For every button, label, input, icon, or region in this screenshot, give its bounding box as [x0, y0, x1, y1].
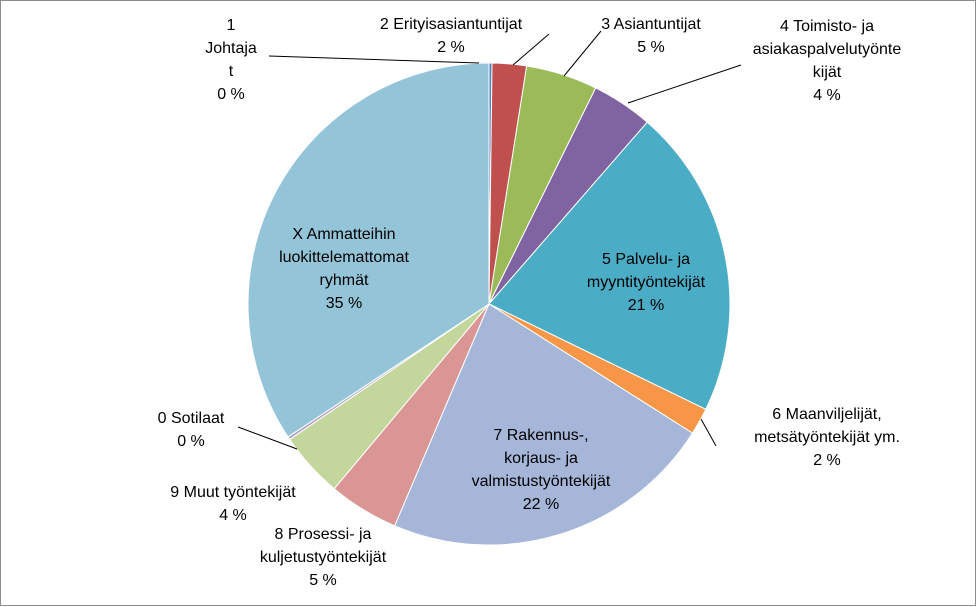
data-label-line: 6 Maanviljelijät, [772, 406, 881, 423]
data-label-s3: 3 Asiantuntijat 5 % [601, 16, 701, 56]
data-label-line: 5 % [309, 572, 337, 589]
pie-slices [247, 62, 731, 546]
data-label-line: 9 Muut työntekijät [170, 484, 296, 501]
data-label-line: 2 % [813, 452, 841, 469]
data-label-s0: 0 Sotilaat 0 % [158, 410, 225, 450]
data-label-line: myyntityöntekijät [587, 274, 706, 291]
data-label-line: 7 Rakennus-, [493, 427, 588, 444]
data-label-line: 4 % [813, 87, 841, 104]
leader-line-s0 [237, 426, 298, 450]
data-label-s7: 7 Rakennus-, korjaus- ja valmistustyönteki… [472, 427, 611, 513]
data-label-line: valmistustyöntekijät [472, 473, 611, 490]
data-label-s5: 5 Palvelu- ja myyntityöntekijät 21 % [587, 251, 706, 314]
data-label-line: 3 Asiantuntijat [601, 16, 701, 33]
data-label-line: ryhmät [320, 272, 369, 289]
data-label-line: metsätyöntekijät ym. [754, 429, 900, 446]
data-label-line: 0 Sotilaat [158, 410, 225, 427]
data-label-line: kijät [813, 64, 842, 81]
data-label-line: 0 % [217, 86, 245, 103]
data-label-line: Johtaja [205, 40, 257, 57]
data-label-line: X Ammatteihin [292, 226, 395, 243]
data-label-line: 4 % [219, 507, 247, 524]
data-labels: 1 Johtaja t 0 % 2 Erityisasiantuntijat 2 % 3 A… [158, 16, 902, 589]
data-label-line: 2 Erityisasiantuntijat [380, 16, 523, 33]
leader-line-s4 [627, 64, 742, 104]
data-label-line: asiakaspalvelutyönte [753, 41, 902, 58]
pie-slice-s7 [394, 303, 694, 546]
data-label-line: luokittelemattomat [279, 249, 409, 266]
leader-line-s1 [268, 55, 480, 64]
data-label-s1: 1 Johtaja t 0 % [205, 17, 257, 103]
data-label-line: 2 % [437, 39, 465, 56]
data-label-line: 8 Prosessi- ja [275, 526, 372, 543]
data-label-line: t [229, 63, 234, 80]
data-label-s2: 2 Erityisasiantuntijat 2 % [380, 16, 523, 56]
leader-line-s3 [563, 30, 602, 77]
data-label-s8: 8 Prosessi- ja kuljetustyöntekijät 5 % [260, 526, 387, 589]
leader-lines [237, 30, 742, 450]
leader-line-s6 [700, 418, 717, 447]
data-label-line: kuljetustyöntekijät [260, 549, 387, 566]
data-label-line: 1 [227, 17, 236, 34]
data-label-s6: 6 Maanviljelijät, metsätyöntekijät ym. 2 % [754, 406, 900, 469]
data-label-line: 35 % [326, 295, 362, 312]
data-label-line: 0 % [177, 433, 205, 450]
data-label-line: 21 % [628, 297, 664, 314]
data-label-line: 4 Toimisto- ja [780, 18, 874, 35]
data-label-s9: 9 Muut työntekijät 4 % [170, 484, 296, 524]
data-label-sx: X Ammatteihin luokittelemattomat ryhmät 35 … [279, 226, 409, 312]
data-label-s4: 4 Toimisto- ja asiakaspalvelutyönte kijät 4… [753, 18, 902, 104]
data-label-line: 22 % [523, 496, 559, 513]
data-label-line: korjaus- ja [504, 450, 578, 467]
pie-slice-sx [247, 62, 490, 438]
data-label-line: 5 Palvelu- ja [602, 251, 690, 268]
leader-line-s2 [512, 33, 550, 66]
pie-slice-s5 [488, 121, 731, 411]
data-label-line: 5 % [637, 39, 665, 56]
